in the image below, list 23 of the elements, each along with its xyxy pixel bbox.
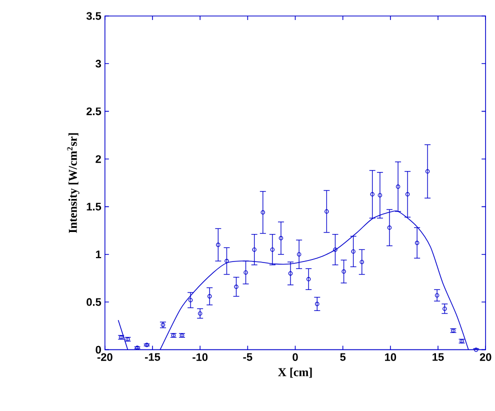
- point: [434, 293, 440, 298]
- point: [198, 312, 202, 316]
- x-tick-label: -5: [243, 353, 252, 362]
- point: [442, 306, 447, 312]
- x-tick-label: 0: [292, 353, 298, 362]
- x-axis-title: X [cm]: [278, 368, 312, 378]
- y-tick-label: 2: [96, 155, 101, 164]
- x-tick-label: 5: [340, 353, 346, 362]
- y-tick-label: 1.5: [86, 203, 102, 211]
- y-axis-title: Intensity [W/cm$^{2}$sr]: [67, 133, 80, 234]
- x-tick-label: -15: [145, 353, 160, 362]
- y-tick-label: 0.5: [86, 298, 102, 306]
- point: [474, 348, 478, 352]
- x-tick-label: -20: [97, 353, 112, 362]
- x-tick-label: 10: [385, 353, 396, 362]
- x-tick-label: 20: [480, 353, 492, 362]
- y-tick-label: 1: [96, 250, 102, 258]
- x-tick-label: 15: [432, 353, 444, 362]
- y-tick-label: 2.5: [86, 108, 102, 116]
- y-tick-label: 3.5: [86, 12, 102, 20]
- y-tick-label: 0: [96, 346, 101, 354]
- y-tick-label: 3: [96, 60, 102, 68]
- x-tick-label: -10: [192, 353, 208, 362]
